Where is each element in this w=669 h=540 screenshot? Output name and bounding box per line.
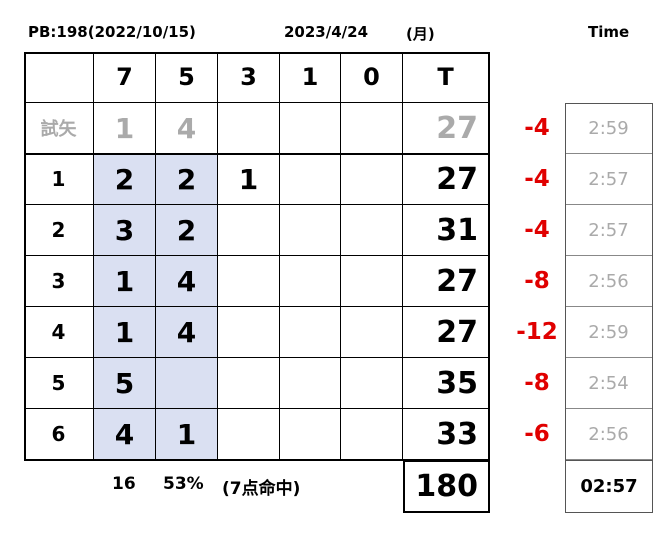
score-cell [341, 358, 403, 409]
row-total: 27 [403, 154, 489, 205]
score-diff: -4 [524, 217, 550, 243]
score-cell: 1 [94, 103, 156, 154]
row-total: 35 [403, 358, 489, 409]
column-header: 3 [218, 52, 280, 103]
score-cell [218, 205, 280, 256]
hit-count: 16 [112, 474, 136, 494]
hit-rate: 53% [163, 474, 204, 494]
score-cell [280, 154, 341, 205]
score-cell: 1 [94, 307, 156, 358]
time-cell: 2:59 [565, 307, 652, 358]
score-cell [280, 307, 341, 358]
row-label: 6 [24, 409, 94, 460]
time-title: Time [588, 23, 630, 41]
time-cell: 2:59 [565, 103, 652, 154]
time-cell: 2:57 [565, 205, 652, 256]
score-diff: -8 [524, 370, 550, 396]
score-cell [218, 307, 280, 358]
hit-note: (7点命中) [222, 479, 301, 499]
average-time: 02:57 [565, 460, 653, 513]
column-header: 7 [94, 52, 156, 103]
score-cell [341, 103, 403, 154]
score-cell [341, 205, 403, 256]
date: 2023/4/24 [284, 23, 369, 41]
score-cell: 4 [156, 307, 218, 358]
time-cell: 2:57 [565, 154, 652, 205]
column-header: 1 [280, 52, 341, 103]
score-cell [341, 409, 403, 460]
weekday: (月) [406, 25, 435, 43]
score-diff: -6 [524, 421, 550, 447]
score-diff: -8 [524, 268, 550, 294]
score-cell: 1 [156, 409, 218, 460]
score-cell: 4 [156, 256, 218, 307]
score-cell [280, 409, 341, 460]
row-label: 3 [24, 256, 94, 307]
time-cell: 2:56 [565, 409, 652, 460]
score-cell [280, 358, 341, 409]
row-total: 27 [403, 256, 489, 307]
time-cell: 2:54 [565, 358, 652, 409]
pb: PB:198(2022/10/15) [28, 23, 196, 41]
grand-total: 180 [403, 460, 490, 513]
score-cell [280, 205, 341, 256]
score-cell [218, 256, 280, 307]
score-cell [280, 256, 341, 307]
score-diff: -12 [516, 319, 558, 345]
score-cell [218, 358, 280, 409]
score-cell [156, 358, 218, 409]
score-cell [341, 256, 403, 307]
score-cell: 3 [94, 205, 156, 256]
score-cell: 2 [156, 205, 218, 256]
score-cell [280, 103, 341, 154]
row-total: 31 [403, 205, 489, 256]
score-cell: 2 [156, 154, 218, 205]
row-total: 33 [403, 409, 489, 460]
row-label: 4 [24, 307, 94, 358]
score-cell: 4 [94, 409, 156, 460]
score-cell [218, 103, 280, 154]
column-header: 0 [341, 52, 403, 103]
score-cell [341, 307, 403, 358]
column-header: T [403, 52, 489, 103]
row-total: 27 [403, 103, 489, 154]
row-label: 1 [24, 154, 94, 205]
score-cell: 2 [94, 154, 156, 205]
row-label: 5 [24, 358, 94, 409]
row-label: 2 [24, 205, 94, 256]
row-total: 27 [403, 307, 489, 358]
score-diff: -4 [524, 166, 550, 192]
score-cell [341, 154, 403, 205]
score-cell: 1 [218, 154, 280, 205]
score-cell [218, 409, 280, 460]
header-cell [24, 52, 94, 103]
time-cell: 2:56 [565, 256, 652, 307]
row-label: 試矢 [24, 103, 94, 154]
score-cell: 4 [156, 103, 218, 154]
score-diff: -4 [524, 115, 550, 141]
score-cell: 5 [94, 358, 156, 409]
score-cell: 1 [94, 256, 156, 307]
column-header: 5 [156, 52, 218, 103]
